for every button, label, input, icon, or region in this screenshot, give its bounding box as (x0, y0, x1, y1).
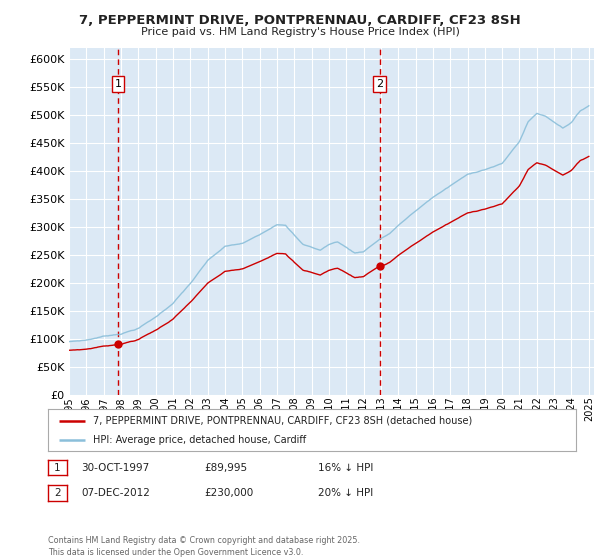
Text: 7, PEPPERMINT DRIVE, PONTPRENNAU, CARDIFF, CF23 8SH: 7, PEPPERMINT DRIVE, PONTPRENNAU, CARDIF… (79, 14, 521, 27)
Text: £89,995: £89,995 (204, 463, 247, 473)
Text: 1: 1 (54, 463, 61, 473)
Text: 07-DEC-2012: 07-DEC-2012 (81, 488, 150, 498)
Text: £230,000: £230,000 (204, 488, 253, 498)
Text: 20% ↓ HPI: 20% ↓ HPI (318, 488, 373, 498)
Text: HPI: Average price, detached house, Cardiff: HPI: Average price, detached house, Card… (93, 435, 306, 445)
Text: 30-OCT-1997: 30-OCT-1997 (81, 463, 149, 473)
Text: 16% ↓ HPI: 16% ↓ HPI (318, 463, 373, 473)
Text: 7, PEPPERMINT DRIVE, PONTPRENNAU, CARDIFF, CF23 8SH (detached house): 7, PEPPERMINT DRIVE, PONTPRENNAU, CARDIF… (93, 416, 472, 426)
Text: 2: 2 (54, 488, 61, 498)
Text: 2: 2 (376, 79, 383, 89)
Text: Price paid vs. HM Land Registry's House Price Index (HPI): Price paid vs. HM Land Registry's House … (140, 27, 460, 37)
Text: Contains HM Land Registry data © Crown copyright and database right 2025.
This d: Contains HM Land Registry data © Crown c… (48, 536, 360, 557)
Text: 1: 1 (115, 79, 122, 89)
